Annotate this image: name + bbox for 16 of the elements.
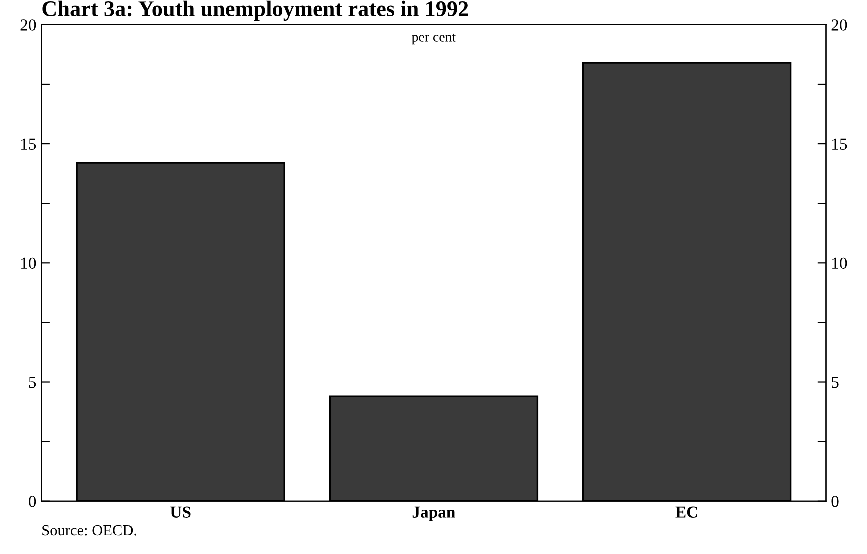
y2-tick-label: 10 [832, 258, 848, 270]
text: per cent [412, 34, 456, 45]
y2-tick-label: 15 [832, 138, 848, 150]
y-tick-label: 20 [20, 20, 36, 31]
y-tick-label: 10 [22, 258, 36, 270]
source-note: Source: OECD. [42, 525, 137, 536]
x-tick-label: EC [676, 506, 698, 518]
y-tick-label: 5 [29, 377, 36, 388]
y2-tick-label: 20 [832, 20, 848, 31]
x-tick-label: US [170, 506, 191, 518]
y-tick-label: 0 [29, 496, 36, 508]
chart-title: Chart 3a: Youth unemployment rates in 1992 [42, 0, 468, 22]
x-tick-label: Japan [412, 506, 456, 522]
y2-tick-label: 5 [832, 377, 839, 388]
y-tick-label: 15 [22, 138, 36, 150]
y2-tick-label: 0 [832, 496, 839, 508]
